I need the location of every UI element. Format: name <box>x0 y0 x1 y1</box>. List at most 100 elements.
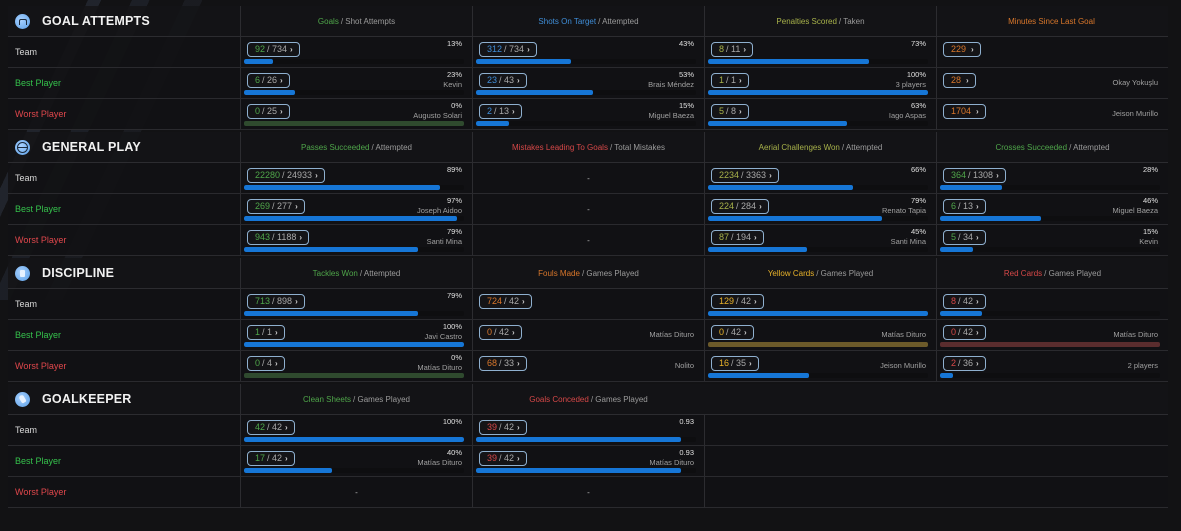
row-label: Worst Player <box>15 487 67 497</box>
stat-value-button[interactable]: 16/ 35 › <box>711 355 759 371</box>
stat-value-button[interactable]: 364/ 1308 › <box>943 167 1006 183</box>
goalkeeper-icon <box>15 391 30 407</box>
chevron-right-icon: › <box>759 201 762 211</box>
progress-bar <box>244 59 464 64</box>
stat-value-button[interactable]: 224/ 284 › <box>711 198 769 214</box>
stat-value-button[interactable]: 39/ 42 › <box>479 450 527 466</box>
stat-value-button[interactable]: 312/ 734 › <box>479 41 537 57</box>
stat-denominator: / 1188 <box>272 232 297 242</box>
stat-value-button[interactable]: 5/ 8 › <box>711 103 749 119</box>
stat-cell: 2234/ 3363 › 66% <box>704 163 936 193</box>
player-name[interactable]: Miguel Baeza <box>648 111 694 120</box>
stat-numerator: 2234 <box>719 170 740 180</box>
stat-percentage: 0.93 <box>679 417 694 426</box>
stat-value-button[interactable]: 6/ 26 › <box>247 72 290 88</box>
stat-value-button[interactable]: 0/ 42 › <box>711 324 754 340</box>
stat-value-button[interactable]: 68/ 33 › <box>479 355 527 371</box>
stat-value-button[interactable]: 17/ 42 › <box>247 450 295 466</box>
progress-bar <box>708 342 928 347</box>
player-name[interactable]: Renato Tapia <box>881 206 926 215</box>
player-name[interactable]: Joseph Aidoo <box>416 206 462 215</box>
stat-numerator: 23 <box>487 75 498 85</box>
progress-bar-fill <box>708 247 807 252</box>
chevron-right-icon: › <box>976 327 979 337</box>
stat-value-button[interactable]: 2/ 36 › <box>943 355 986 371</box>
player-name[interactable]: Augusto Solari <box>413 111 462 120</box>
stat-cell: 269/ 277 › 97% Joseph Aidoo <box>240 194 472 224</box>
stat-denominator: / 3363 <box>741 170 767 180</box>
column-header-highlight: Clean Sheets <box>303 394 352 404</box>
stat-row-best: Best Player 269/ 277 › 97% Joseph Aidoo -224/… <box>8 194 1168 225</box>
player-name[interactable]: Okay Yokuşlu <box>1112 78 1158 87</box>
player-name[interactable]: Santi Mina <box>890 237 926 246</box>
section-title: GENERAL PLAY <box>8 132 240 162</box>
stat-value-button[interactable]: 39/ 42 › <box>479 419 527 435</box>
player-name[interactable]: Matías Dituro <box>417 363 462 372</box>
player-name[interactable]: Jeison Murillo <box>880 361 926 370</box>
stat-value-button[interactable]: 1704 › <box>943 103 986 119</box>
player-name[interactable]: Matías Dituro <box>881 330 926 339</box>
column-header-highlight: Tackles Won <box>312 268 358 278</box>
player-name[interactable]: Javi Castro <box>424 332 462 341</box>
stat-value-button[interactable]: 713/ 898 › <box>247 293 305 309</box>
progress-bar-fill <box>244 342 464 347</box>
stat-denominator: / 42 <box>726 327 742 337</box>
stat-value-button[interactable]: 129/ 42 › <box>711 293 764 309</box>
player-name[interactable]: Santi Mina <box>426 237 462 246</box>
column-header-rest: / Attempted <box>841 142 883 152</box>
player-name[interactable]: 3 players <box>895 80 926 89</box>
player-name[interactable]: Matías Dituro <box>649 330 694 339</box>
stat-denominator: / 34 <box>958 232 974 242</box>
stat-value-button[interactable]: 23/ 43 › <box>479 72 527 88</box>
stat-percentage: 13% <box>446 39 462 48</box>
player-name[interactable]: Brais Méndez <box>648 80 694 89</box>
stat-value-button[interactable]: 42/ 42 › <box>247 419 295 435</box>
stat-value-button[interactable]: 2234/ 3363 › <box>711 167 779 183</box>
player-name[interactable]: Jeison Murillo <box>1112 109 1158 118</box>
stat-value-button[interactable]: 87/ 194 › <box>711 229 764 245</box>
stat-value-button[interactable]: 269/ 277 › <box>247 198 305 214</box>
progress-bar <box>476 59 696 64</box>
player-name[interactable]: Miguel Baeza <box>1112 206 1158 215</box>
player-name[interactable]: Matías Dituro <box>649 458 694 467</box>
stat-denominator: / 1 <box>262 327 273 337</box>
stat-value-button[interactable]: 6/ 13 › <box>943 198 986 214</box>
stat-value-button[interactable]: 0/ 25 › <box>247 103 290 119</box>
player-name[interactable]: Kevin <box>1139 237 1158 246</box>
stat-cell: 39/ 42 › 0.93 <box>472 415 704 445</box>
player-name[interactable]: 2 players <box>1127 361 1158 370</box>
player-name[interactable]: Matías Dituro <box>417 458 462 467</box>
progress-bar-fill <box>244 185 440 190</box>
stat-denominator: / 24933 <box>282 170 313 180</box>
player-name[interactable]: Nolito <box>674 361 694 370</box>
stat-percentage: 15% <box>678 101 694 110</box>
column-header-rest: / Attempted <box>598 16 639 26</box>
stat-denominator: / 42 <box>504 296 520 306</box>
stat-value-button[interactable]: 1/ 1 › <box>247 324 285 340</box>
stat-value-button[interactable]: 8/ 42 › <box>943 293 986 309</box>
stat-cell: 8/ 42 › <box>936 289 1168 319</box>
stat-value-button[interactable]: 92/ 734 › <box>247 41 300 57</box>
stat-value-button[interactable]: 2/ 13 › <box>479 103 522 119</box>
stat-value-button[interactable]: 724/ 42 › <box>479 293 532 309</box>
stat-value-button[interactable]: 0/ 42 › <box>943 324 986 340</box>
stat-value-button[interactable]: 28 › <box>943 72 976 88</box>
stat-value-button[interactable]: 0/ 42 › <box>479 324 522 340</box>
stat-cell: 713/ 898 › 79% <box>240 289 472 319</box>
stat-value-button[interactable]: 5/ 34 › <box>943 229 986 245</box>
stat-value-button[interactable]: 22280/ 24933 › <box>247 167 325 183</box>
chevron-right-icon: › <box>976 296 979 306</box>
progress-bar-fill <box>244 311 418 316</box>
player-name[interactable]: Kevin <box>443 80 462 89</box>
stat-value-button[interactable]: 0/ 4 › <box>247 355 285 371</box>
stat-value-button[interactable]: 8/ 11 › <box>711 41 754 57</box>
stat-numerator: 1704 <box>951 106 972 116</box>
stat-value-button[interactable]: 1/ 1 › <box>711 72 749 88</box>
player-name[interactable]: Matías Dituro <box>1113 330 1158 339</box>
stat-value-button[interactable]: 943/ 1188 › <box>247 229 310 245</box>
player-name[interactable]: Iago Aspas <box>888 111 926 120</box>
column-header: Aerial Challenges Won / Attempted <box>704 132 936 162</box>
stat-value-button[interactable]: 229 › <box>943 41 981 57</box>
progress-bar-fill <box>940 247 973 252</box>
stat-numerator: 17 <box>255 453 266 463</box>
